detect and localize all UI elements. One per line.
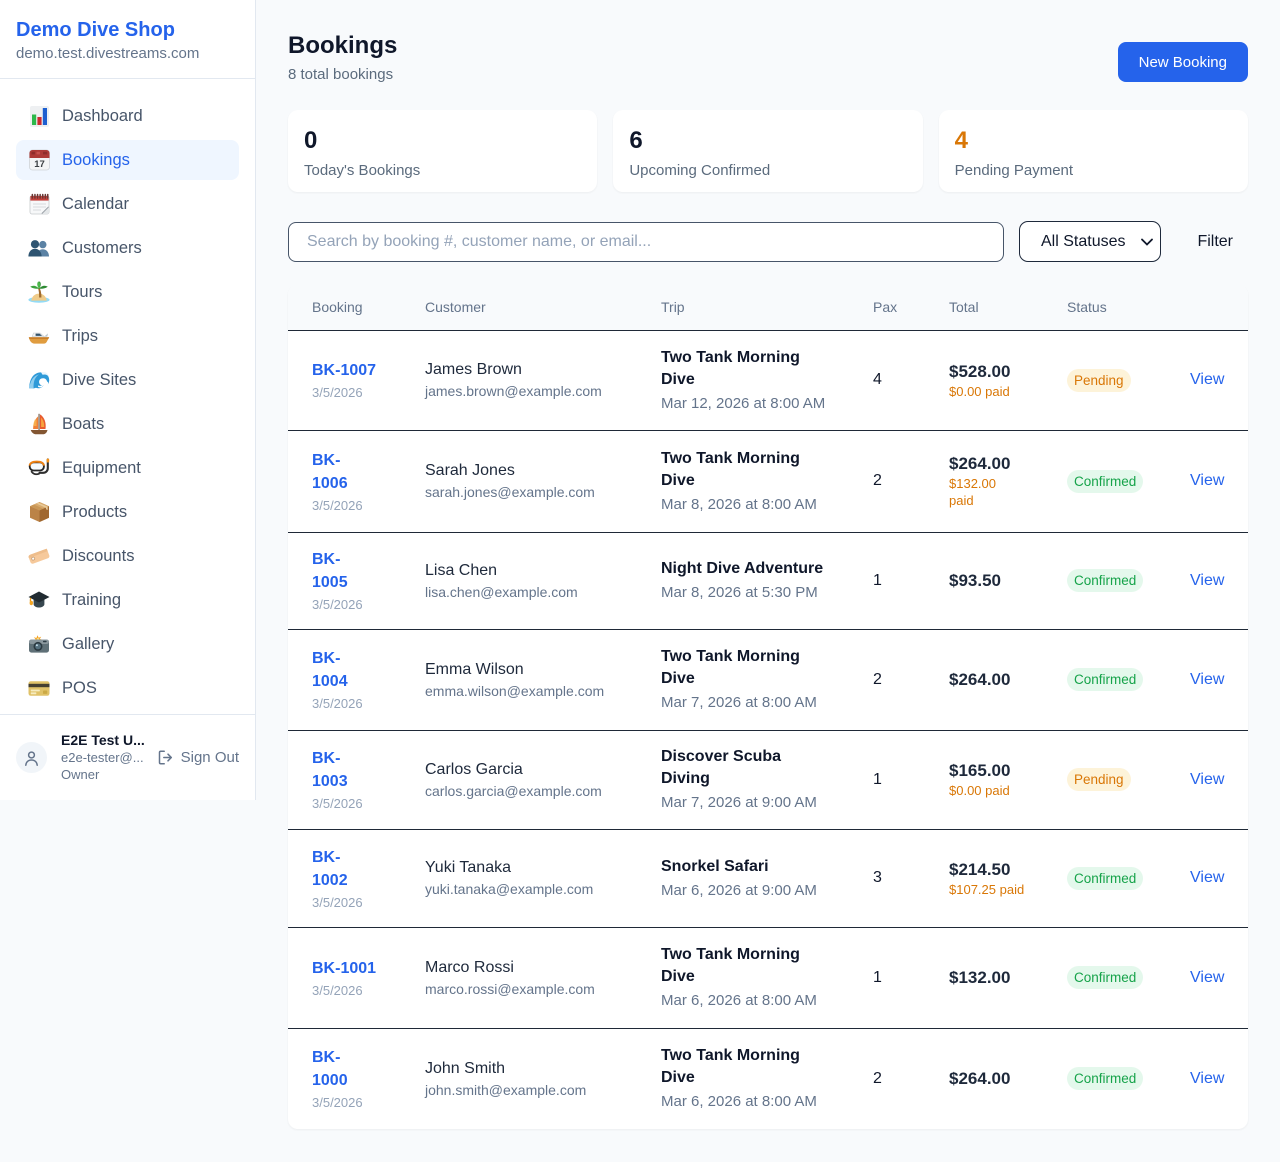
svg-text:17: 17	[34, 159, 45, 170]
